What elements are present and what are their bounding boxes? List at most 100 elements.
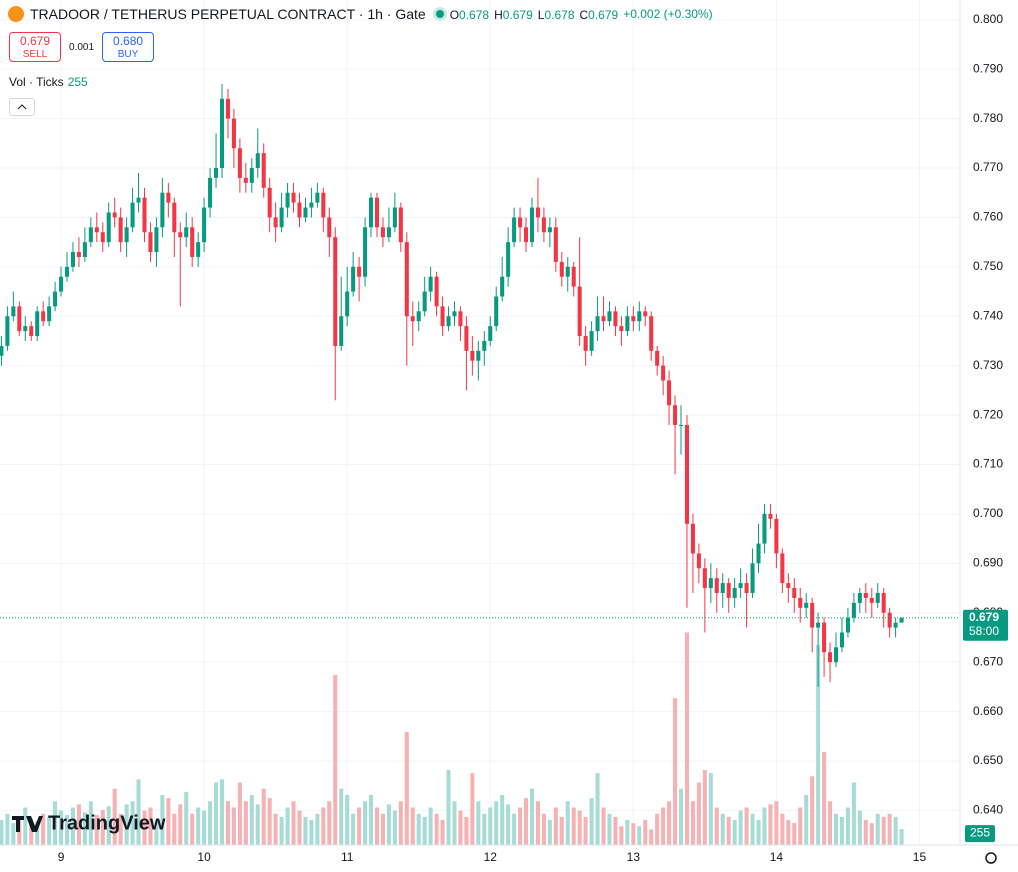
candle-body xyxy=(178,232,183,238)
volume-bar xyxy=(11,823,16,845)
volume-bar xyxy=(124,804,129,845)
volume-tag xyxy=(965,825,995,843)
volume-bar xyxy=(822,751,827,845)
sell-button[interactable]: 0.679 SELL xyxy=(9,32,61,62)
volume-bar xyxy=(774,801,779,845)
candle-body xyxy=(321,192,326,218)
candle-body xyxy=(76,252,81,257)
volume-bar xyxy=(428,807,433,845)
legend-item: H0.679 xyxy=(494,8,533,22)
price-tag xyxy=(963,609,1008,641)
candle-body xyxy=(768,513,773,519)
candle-body xyxy=(112,212,117,218)
candle-body xyxy=(529,207,535,243)
volume-bar xyxy=(714,807,719,845)
volume-bar xyxy=(172,813,177,845)
volume-bar xyxy=(440,820,445,845)
volume-bar xyxy=(637,826,642,845)
candle-body xyxy=(190,227,195,257)
candle-body xyxy=(369,197,374,228)
volume-bar xyxy=(762,807,767,845)
watermark: TradingView xyxy=(12,812,166,834)
y-tick-label: 0.690 xyxy=(973,556,1003,570)
volume-bar xyxy=(404,731,409,845)
volume-bar xyxy=(53,801,58,845)
volume-bar xyxy=(351,813,356,845)
volume-bar xyxy=(136,779,141,845)
symbol-title: TRADOOR / TETHERUS PERPETUAL CONTRACT · … xyxy=(30,6,426,22)
volume-bar xyxy=(458,810,463,845)
candle-body xyxy=(410,316,415,322)
volume-bar xyxy=(321,807,326,845)
candle-body xyxy=(404,242,409,317)
candle-body xyxy=(184,227,189,238)
candle-body xyxy=(857,592,862,603)
candle-body xyxy=(887,612,892,628)
candle-body xyxy=(512,217,517,243)
volume-bar xyxy=(899,829,904,845)
candle-body xyxy=(792,588,797,598)
volume-bar xyxy=(839,816,844,845)
buy-button[interactable]: 0.680 BUY xyxy=(102,32,155,62)
volume-bar xyxy=(768,804,773,845)
ohlc-legend: O0.678 H0.679 L0.678 C0.679 xyxy=(450,6,624,22)
volume-bar xyxy=(392,810,397,845)
volume-bar xyxy=(810,776,815,845)
volume-bar xyxy=(887,813,892,845)
volume-bar xyxy=(589,798,594,845)
volume-bar xyxy=(88,801,93,845)
candle-body xyxy=(678,424,684,426)
volume-bar xyxy=(255,804,260,845)
volume-bar xyxy=(798,807,803,845)
volume-bar xyxy=(100,810,105,845)
volume-bar xyxy=(649,829,654,845)
candle-body xyxy=(386,227,391,238)
x-tick-label: 9 xyxy=(58,850,65,864)
volume-bar xyxy=(863,820,868,845)
candle-body xyxy=(696,553,701,569)
candle-body xyxy=(59,276,64,292)
volume-bar xyxy=(422,816,427,845)
y-tick-label: 0.720 xyxy=(973,407,1003,421)
candle-body xyxy=(35,311,40,337)
volume-bar xyxy=(380,813,385,845)
candle-body xyxy=(673,405,678,425)
candle-body xyxy=(5,316,10,346)
candle-body xyxy=(422,291,427,312)
volume-bar xyxy=(875,813,880,845)
candle-body xyxy=(172,202,177,233)
volume-bar xyxy=(291,801,296,845)
volume-bar xyxy=(565,801,570,845)
volume-bar xyxy=(464,816,469,845)
candle-body xyxy=(535,207,540,218)
candle-body xyxy=(690,523,695,554)
x-tick-label: 11 xyxy=(341,850,354,864)
logo-icon xyxy=(12,816,43,832)
volume-bar xyxy=(482,813,487,845)
volume-bar xyxy=(786,820,791,845)
price-tag-value: 0.679 xyxy=(969,610,999,624)
volume-bar xyxy=(29,818,34,845)
volume-bar xyxy=(601,807,606,845)
legend-label: L xyxy=(537,8,545,22)
volume-bar xyxy=(804,795,809,845)
x-tick-label: 10 xyxy=(197,850,211,864)
candle-body xyxy=(804,602,809,608)
y-tick-label: 0.710 xyxy=(973,457,1003,471)
settings-icon[interactable] xyxy=(985,852,997,864)
legend-item: L0.678 xyxy=(538,8,575,22)
candle-body xyxy=(506,242,511,277)
volume-bar xyxy=(625,820,630,845)
collapse-button[interactable] xyxy=(9,98,35,116)
candle-body xyxy=(196,242,201,257)
candle-body xyxy=(315,192,320,203)
volume-bar xyxy=(35,821,40,845)
candle-body xyxy=(828,652,833,663)
candle-body xyxy=(17,306,22,332)
volume-bar xyxy=(41,813,46,845)
candle-body xyxy=(702,568,707,589)
volume-bar xyxy=(5,813,10,845)
legend-value: 0.678 xyxy=(544,8,575,22)
volume-bar xyxy=(661,807,666,845)
volume-bar xyxy=(845,807,850,845)
